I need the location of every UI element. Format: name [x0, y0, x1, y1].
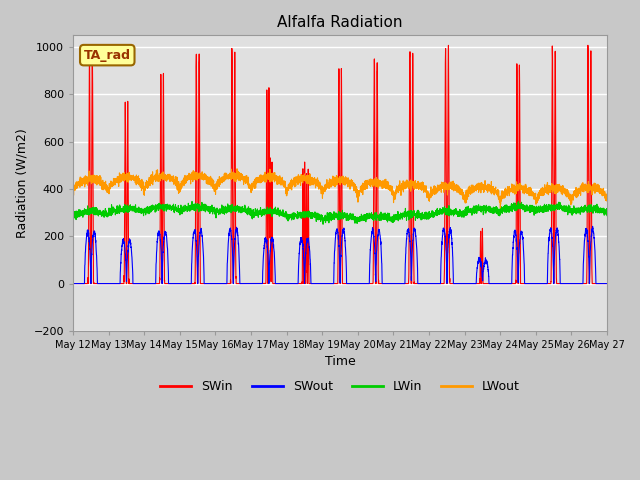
X-axis label: Time: Time [324, 355, 355, 369]
Legend: SWin, SWout, LWin, LWout: SWin, SWout, LWin, LWout [155, 375, 525, 398]
Y-axis label: Radiation (W/m2): Radiation (W/m2) [15, 128, 28, 238]
Title: Alfalfa Radiation: Alfalfa Radiation [277, 15, 403, 30]
Text: TA_rad: TA_rad [84, 48, 131, 61]
